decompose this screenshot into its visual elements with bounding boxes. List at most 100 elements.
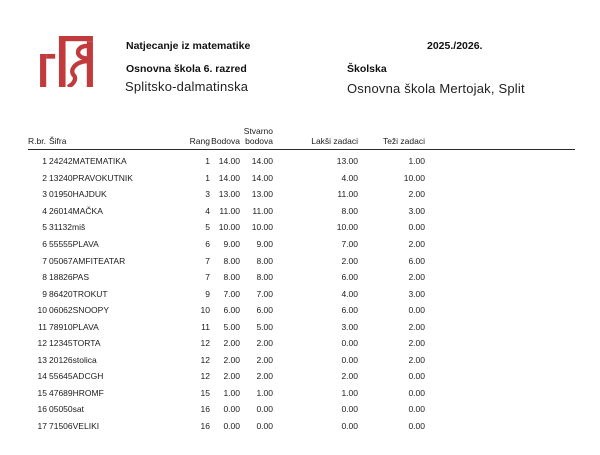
table-row: 13 20126stolica 12 2.00 2.00 0.00 2.00: [28, 352, 575, 369]
laksi-zadaci-cell: 3.00: [341, 321, 358, 332]
sifra-cell: 06062SNOOPY: [49, 305, 110, 316]
bodova-cell: 8.00: [223, 255, 240, 266]
sifra-cell: 71506VELIKI: [49, 421, 100, 432]
rang-cell: 1: [205, 156, 210, 167]
rang-cell: 7: [205, 255, 210, 266]
math-society-logo-icon: [40, 36, 93, 89]
sifra-cell: 12345TORTA: [49, 338, 101, 349]
rang-cell: 7: [205, 272, 210, 283]
stvarno-bodova-cell: 6.00: [256, 305, 273, 316]
stvarno-bodova-cell: 8.00: [256, 255, 273, 266]
bodova-cell: 5.00: [223, 321, 240, 332]
laksi-zadaci-cell: 6.00: [341, 272, 358, 283]
rang-cell: 9: [205, 288, 210, 299]
column-header-bodova: Bodova: [211, 136, 240, 146]
laksi-zadaci-cell: 4.00: [341, 172, 358, 183]
bodova-cell: 8.00: [223, 272, 240, 283]
sifra-cell: 18826PAS: [49, 272, 90, 283]
tezi-zadaci-cell: 3.00: [408, 288, 425, 299]
rbr-cell: 8: [42, 272, 47, 283]
stvarno-bodova-cell: 9.00: [256, 239, 273, 249]
rbr-cell: 4: [42, 205, 47, 216]
sifra-cell: 05050sat: [49, 404, 84, 415]
rang-cell: 16: [200, 421, 210, 432]
bodova-cell: 6.00: [223, 305, 240, 316]
sifra-cell: 01950HAJDUK: [49, 189, 107, 200]
bodova-cell: 9.00: [223, 239, 240, 249]
rbr-cell: 3: [42, 189, 47, 200]
table-header-row: R.br. Šifra Rang Bodova Stvarno bodova L…: [28, 126, 575, 150]
column-header-stvarno-line2: bodova: [245, 136, 273, 146]
sifra-cell: 05067AMFITEATAR: [49, 255, 126, 266]
column-header-sifra: Šifra: [49, 136, 67, 146]
tezi-zadaci-cell: 6.00: [408, 255, 425, 266]
sifra-cell: 86420TROKUT: [49, 288, 108, 299]
tezi-zadaci-cell: 2.00: [408, 272, 425, 283]
tezi-zadaci-cell: 0.00: [408, 387, 425, 398]
table-row: 6 55555PLAVA 6 9.00 9.00 7.00 2.00: [28, 236, 575, 253]
stvarno-bodova-cell: 2.00: [256, 371, 273, 382]
table-row: 14 55645ADCGH 12 2.00 2.00 2.00 0.00: [28, 368, 575, 385]
column-header-rang: Rang: [189, 136, 210, 146]
table-row: 7 05067AMFITEATAR 7 8.00 8.00 2.00 6.00: [28, 252, 575, 269]
bodova-cell: 7.00: [223, 288, 240, 299]
laksi-zadaci-cell: 8.00: [341, 205, 358, 216]
tezi-zadaci-cell: 2.00: [408, 321, 425, 332]
column-header-laksi: Lakši zadaci: [311, 136, 358, 146]
stvarno-bodova-cell: 2.00: [256, 354, 273, 365]
results-table: R.br. Šifra Rang Bodova Stvarno bodova L…: [28, 126, 575, 434]
table-row: 15 47689HROMF 15 1.00 1.00 1.00 0.00: [28, 385, 575, 402]
competition-category: Osnovna škola 6. razred: [126, 63, 247, 75]
rang-cell: 16: [200, 404, 210, 415]
table-row: 8 18826PAS 7 8.00 8.00 6.00 2.00: [28, 269, 575, 286]
table-body: 1 24242MATEMATIKA 1 14.00 14.00 13.00 1.…: [28, 150, 575, 434]
sifra-cell: 31132miš: [49, 222, 86, 233]
table-row: 2 13240PRAVOKUTNIK 1 14.00 14.00 4.00 10…: [28, 170, 575, 187]
sifra-cell: 55645ADCGH: [49, 371, 104, 382]
rang-cell: 12: [200, 354, 210, 365]
bodova-cell: 0.00: [223, 404, 240, 415]
bodova-cell: 2.00: [223, 354, 240, 365]
competition-title: Natjecanje iz matematike: [126, 40, 251, 52]
bodova-cell: 0.00: [223, 421, 240, 432]
tezi-zadaci-cell: 2.00: [408, 189, 425, 200]
rang-cell: 15: [200, 387, 210, 398]
tezi-zadaci-cell: 3.00: [408, 205, 425, 216]
sifra-cell: 26014MAČKA: [49, 205, 103, 216]
bodova-cell: 11.00: [219, 205, 240, 216]
rbr-cell: 14: [37, 371, 47, 382]
sifra-cell: 55555PLAVA: [49, 239, 99, 249]
rbr-cell: 10: [37, 305, 47, 316]
laksi-zadaci-cell: 2.00: [341, 371, 358, 382]
bodova-cell: 2.00: [223, 338, 240, 349]
rang-cell: 5: [205, 222, 210, 233]
table-row: 11 78910PLAVA 11 5.00 5.00 3.00 2.00: [28, 318, 575, 335]
stvarno-bodova-cell: 0.00: [256, 421, 273, 432]
bodova-cell: 14.00: [218, 172, 240, 183]
table-row: 17 71506VELIKI 16 0.00 0.00 0.00 0.00: [28, 418, 575, 435]
sifra-cell: 47689HROMF: [49, 387, 104, 398]
table-row: 5 31132miš 5 10.00 10.00 10.00 0.00: [28, 219, 575, 236]
laksi-zadaci-cell: 4.00: [341, 288, 358, 299]
rang-cell: 12: [200, 338, 210, 349]
laksi-zadaci-cell: 0.00: [341, 354, 358, 365]
rang-cell: 11: [201, 321, 210, 332]
rang-cell: 10: [200, 305, 210, 316]
rbr-cell: 9: [42, 288, 47, 299]
laksi-zadaci-cell: 7.00: [341, 239, 358, 249]
laksi-zadaci-cell: 13.00: [336, 156, 358, 167]
stvarno-bodova-cell: 13.00: [251, 189, 273, 200]
stvarno-bodova-cell: 2.00: [256, 338, 273, 349]
rbr-cell: 16: [37, 404, 47, 415]
column-header-stvarno-line1: Stvarno: [243, 126, 273, 136]
tezi-zadaci-cell: 0.00: [408, 371, 425, 382]
table-row: 10 06062SNOOPY 10 6.00 6.00 6.00 0.00: [28, 302, 575, 319]
stvarno-bodova-cell: 0.00: [256, 404, 273, 415]
table-row: 12 12345TORTA 12 2.00 2.00 0.00 2.00: [28, 335, 575, 352]
sifra-cell: 13240PRAVOKUTNIK: [49, 172, 133, 183]
table-row: 4 26014MAČKA 4 11.00 11.00 8.00 3.00: [28, 203, 575, 220]
tezi-zadaci-cell: 10.00: [403, 172, 425, 183]
column-header-tezi: Teži zadaci: [382, 136, 425, 146]
stvarno-bodova-cell: 14.00: [251, 172, 273, 183]
rbr-cell: 7: [42, 255, 47, 266]
